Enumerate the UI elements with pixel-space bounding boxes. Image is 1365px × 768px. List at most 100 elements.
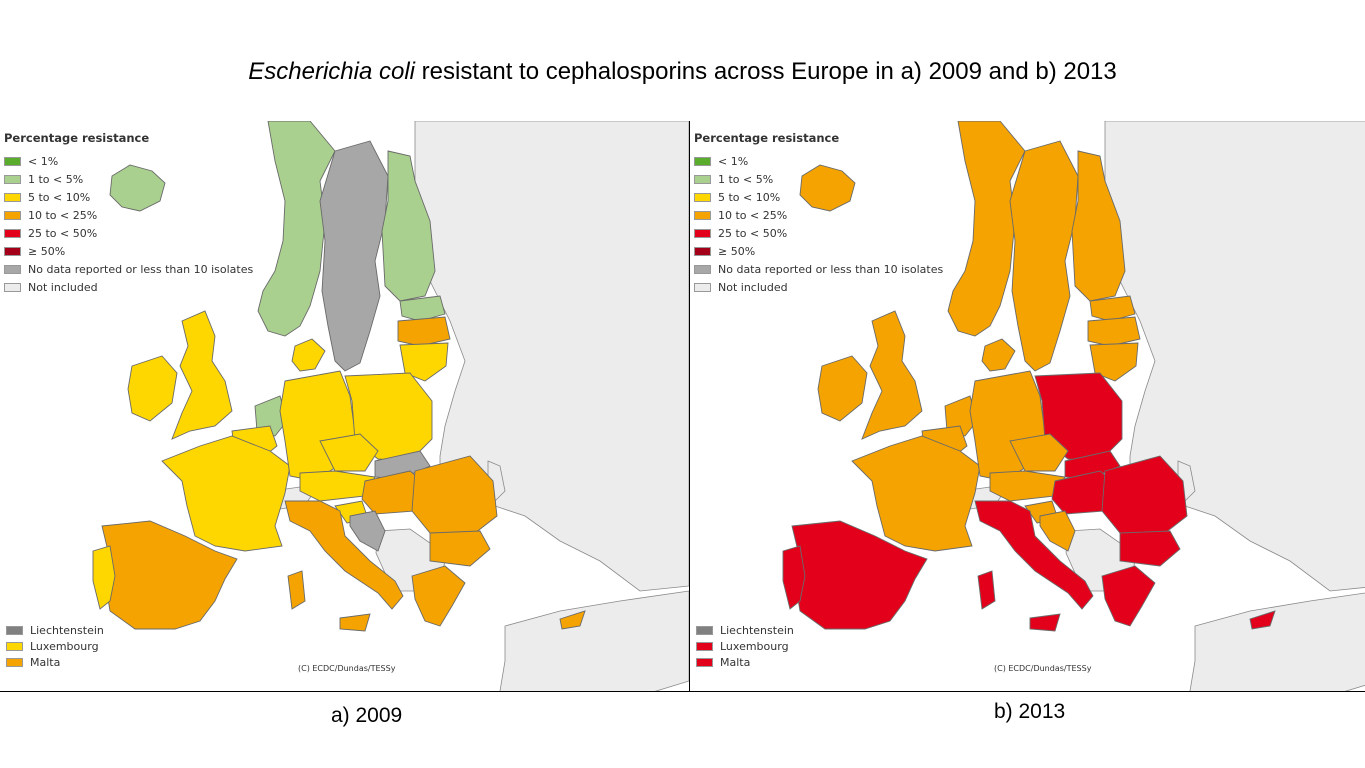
legend-swatch bbox=[4, 246, 21, 256]
legend-item: 5 to < 10% bbox=[4, 188, 253, 206]
country-italy bbox=[284, 500, 404, 610]
legend-swatch bbox=[4, 228, 21, 238]
legend: Percentage resistance < 1% 1 to < 5% 5 to <… bbox=[4, 131, 253, 296]
legend-label: 25 to < 50% bbox=[28, 226, 98, 240]
legend-swatch bbox=[694, 174, 711, 184]
country-sardinia bbox=[287, 570, 306, 610]
legend-item: 10 to < 25% bbox=[4, 206, 253, 224]
legend-swatch bbox=[4, 210, 21, 220]
legend-label: ≥ 50% bbox=[28, 244, 66, 258]
small-country-item: Malta bbox=[696, 654, 794, 670]
legend-swatch bbox=[4, 282, 21, 292]
legend-swatch bbox=[694, 228, 711, 238]
title-species: Escherichia coli bbox=[248, 58, 415, 85]
country-sardinia bbox=[977, 570, 996, 610]
small-country-label: Malta bbox=[30, 655, 61, 669]
country-france bbox=[851, 435, 981, 552]
country-sicily bbox=[1029, 613, 1061, 632]
legend-label: 10 to < 25% bbox=[28, 208, 98, 222]
country-portugal bbox=[92, 545, 116, 610]
legend-item: No data reported or less than 10 isolate… bbox=[4, 260, 253, 278]
country-ireland bbox=[127, 355, 178, 422]
country-sweden bbox=[1009, 140, 1079, 372]
country-estonia bbox=[399, 295, 446, 322]
country-netherlands bbox=[254, 395, 288, 437]
country-sweden bbox=[319, 140, 389, 372]
country-czechia bbox=[1009, 433, 1069, 472]
legend-swatch bbox=[4, 192, 21, 202]
country-latvia bbox=[1087, 316, 1141, 347]
panel-divider bbox=[689, 121, 690, 692]
country-lithuania bbox=[399, 342, 449, 382]
legend-title: Percentage resistance bbox=[694, 131, 840, 145]
legend-item: 5 to < 10% bbox=[694, 188, 943, 206]
caption-2009: a) 2009 bbox=[331, 704, 403, 727]
legend-swatch bbox=[4, 264, 21, 274]
legend-swatch bbox=[694, 264, 711, 274]
small-country-label: Luxembourg bbox=[720, 639, 789, 653]
country-latvia bbox=[397, 316, 451, 347]
legend-item: < 1% bbox=[4, 152, 253, 170]
figure-title: Escherichia coli resistant to cephalospo… bbox=[0, 58, 1365, 86]
country-cyprus bbox=[559, 610, 586, 630]
country-france bbox=[161, 435, 291, 552]
title-rest: resistant to cephalosporins across Europ… bbox=[414, 58, 1117, 85]
country-norway bbox=[947, 121, 1026, 337]
legend-label: 5 to < 10% bbox=[718, 190, 781, 204]
country-iceland bbox=[799, 164, 856, 212]
country-iceland bbox=[109, 164, 166, 212]
country-denmark bbox=[981, 338, 1016, 372]
caption-2013: b) 2013 bbox=[994, 700, 1066, 723]
legend-item: ≥ 50% bbox=[694, 242, 943, 260]
turkey-shape bbox=[1189, 592, 1365, 691]
country-italy bbox=[974, 500, 1094, 610]
legend-label: Not included bbox=[718, 280, 788, 294]
map-panel-2009: Percentage resistance < 1% 1 to < 5% 5 to <… bbox=[0, 121, 689, 691]
europe-map bbox=[0, 121, 689, 691]
legend-item: 25 to < 50% bbox=[694, 224, 943, 242]
country-romania bbox=[411, 455, 498, 534]
legend-swatch bbox=[694, 282, 711, 292]
small-country-swatch bbox=[6, 657, 23, 667]
legend-label: 10 to < 25% bbox=[718, 208, 788, 222]
legend-label: No data reported or less than 10 isolate… bbox=[718, 262, 944, 276]
legend-item: 1 to < 5% bbox=[694, 170, 943, 188]
legend-label: < 1% bbox=[718, 154, 749, 168]
legend-swatch bbox=[694, 246, 711, 256]
europe-map bbox=[690, 121, 1365, 691]
legend-item: Not included bbox=[694, 278, 943, 296]
map-panel-2013: Percentage resistance < 1% 1 to < 5% 5 to <… bbox=[690, 121, 1365, 691]
country-uk bbox=[861, 310, 923, 440]
small-country-item: Luxembourg bbox=[696, 638, 794, 654]
country-lithuania bbox=[1089, 342, 1139, 382]
small-country-item: Liechtenstein bbox=[6, 622, 104, 638]
map-credit: (C) ECDC/Dundas/TESSy bbox=[994, 664, 1092, 673]
country-uk bbox=[171, 310, 233, 440]
small-country-swatch bbox=[696, 625, 713, 635]
small-countries-legend: Liechtenstein Luxembourg Malta bbox=[696, 622, 794, 670]
legend-label: No data reported or less than 10 isolate… bbox=[28, 262, 254, 276]
legend-label: Not included bbox=[28, 280, 98, 294]
legend-item: ≥ 50% bbox=[4, 242, 253, 260]
small-country-swatch bbox=[696, 641, 713, 651]
legend-item: 25 to < 50% bbox=[4, 224, 253, 242]
legend-item: < 1% bbox=[694, 152, 943, 170]
bottom-rule bbox=[0, 691, 1365, 692]
small-country-item: Malta bbox=[6, 654, 104, 670]
turkey-shape bbox=[499, 590, 689, 691]
small-country-item: Liechtenstein bbox=[696, 622, 794, 638]
legend-swatch bbox=[4, 156, 21, 166]
map-credit: (C) ECDC/Dundas/TESSy bbox=[298, 664, 396, 673]
small-country-label: Luxembourg bbox=[30, 639, 99, 653]
legend-swatch bbox=[694, 210, 711, 220]
country-finland bbox=[1071, 150, 1126, 302]
country-greece bbox=[1101, 565, 1156, 627]
small-country-label: Malta bbox=[720, 655, 751, 669]
country-ireland bbox=[817, 355, 868, 422]
legend-label: 5 to < 10% bbox=[28, 190, 91, 204]
country-estonia bbox=[1089, 295, 1136, 322]
country-finland bbox=[381, 150, 436, 302]
legend-swatch bbox=[694, 192, 711, 202]
legend-label: 25 to < 50% bbox=[718, 226, 788, 240]
country-denmark bbox=[291, 338, 326, 372]
